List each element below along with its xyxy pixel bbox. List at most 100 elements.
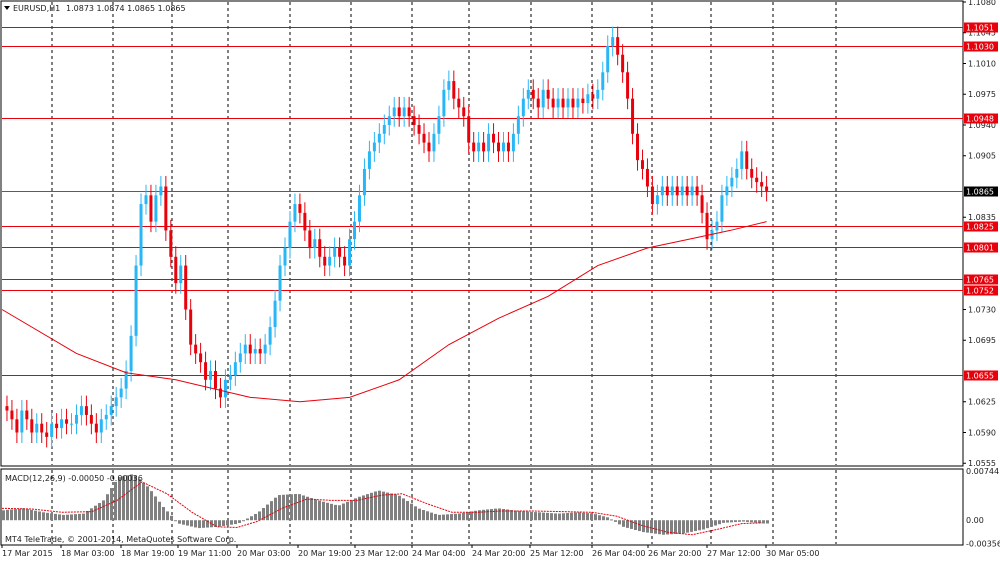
macd-panel[interactable]: [0, 468, 964, 546]
candle-body: [551, 98, 555, 108]
level-label: 1.0655: [966, 372, 994, 381]
ohlc-readout: 1.0873 1.0874 1.0865 1.0865: [66, 4, 186, 13]
time-tick-label: 26 Mar 04:00: [592, 549, 645, 558]
candle-body: [139, 204, 143, 266]
candle-body: [25, 410, 29, 420]
macd-bar: [166, 511, 169, 521]
macd-bar: [238, 520, 241, 523]
macd-bar: [758, 520, 761, 524]
candle-body: [750, 168, 754, 178]
price-tick-label: 1.0590: [968, 428, 996, 437]
macd-bar: [742, 520, 745, 522]
candle-body: [353, 221, 357, 240]
candle-body: [228, 375, 232, 380]
macd-bar: [306, 496, 309, 521]
candle-body: [35, 423, 39, 433]
candle-body: [506, 142, 510, 152]
macd-bar: [314, 499, 317, 521]
candle-body: [303, 212, 307, 231]
macd-bar: [530, 511, 533, 521]
candle-body: [109, 406, 113, 415]
macd-bar: [638, 520, 641, 532]
macd-bar: [698, 520, 701, 531]
macd-tick-label: -0.00356: [966, 540, 1000, 549]
price-panel[interactable]: [0, 0, 964, 467]
macd-bar: [378, 490, 381, 521]
macd-bar: [394, 494, 397, 521]
candle-body: [79, 406, 83, 415]
macd-bar: [406, 501, 409, 521]
macd-bar: [590, 513, 593, 521]
candle-body: [745, 151, 749, 169]
macd-bar: [478, 510, 481, 521]
candle-body: [541, 89, 545, 108]
macd-bar: [574, 512, 577, 521]
candle-body: [10, 410, 14, 420]
macd-bar: [310, 498, 313, 521]
macd-bar: [334, 504, 337, 521]
dropdown-triangle-icon[interactable]: [4, 6, 10, 10]
macd-bar: [610, 519, 613, 521]
candle-body: [467, 116, 471, 143]
candle-body: [154, 195, 158, 222]
macd-bar: [730, 520, 733, 523]
macd-bar: [50, 513, 53, 521]
macd-bar: [502, 508, 505, 521]
candle-body: [675, 186, 679, 196]
macd-bar: [254, 513, 257, 521]
macd-bar: [346, 501, 349, 521]
candle-body: [99, 419, 103, 433]
candle-body: [740, 151, 744, 169]
level-label: 1.0765: [966, 276, 994, 285]
macd-bar: [434, 513, 437, 521]
candle-body: [50, 423, 54, 437]
macd-bar: [110, 488, 113, 521]
macd-bar: [374, 491, 377, 521]
macd-bar: [726, 520, 729, 523]
macd-bar: [542, 512, 545, 521]
candle-body: [293, 204, 297, 222]
level-label-box: [964, 41, 998, 52]
macd-bar: [462, 512, 465, 521]
macd-bar: [686, 520, 689, 533]
macd-bar: [538, 512, 541, 521]
macd-bar: [146, 486, 149, 521]
macd-bar: [18, 508, 21, 521]
price-tick-label: 1.0905: [968, 152, 996, 161]
macd-bar: [658, 520, 661, 535]
candle-body: [348, 239, 352, 266]
candle-body: [382, 124, 386, 134]
macd-bar: [382, 491, 385, 521]
macd-bar: [486, 509, 489, 521]
macd-bar: [26, 509, 29, 521]
macd-bar: [490, 509, 493, 521]
candle-body: [144, 195, 148, 205]
vertical-gridlines: [51, 2, 837, 544]
macd-bar: [354, 498, 357, 521]
level-label-box: [964, 370, 998, 381]
macd-bar: [258, 511, 261, 521]
macd-bar: [78, 513, 81, 521]
candle-body: [248, 344, 252, 354]
macd-bar: [186, 520, 189, 526]
macd-bar: [666, 520, 669, 535]
macd-bar: [102, 500, 105, 521]
candle-body: [288, 221, 292, 248]
macd-bar: [206, 520, 209, 528]
macd-bar: [330, 503, 333, 521]
macd-tick-label: 0.00: [966, 516, 984, 525]
macd-bar: [706, 520, 709, 529]
candle-body: [442, 89, 446, 117]
macd-bar: [718, 520, 721, 525]
macd-bar: [298, 494, 301, 521]
candle-body: [457, 98, 461, 108]
candle-body: [680, 186, 684, 196]
macd-bar: [58, 514, 61, 521]
candle-body: [328, 256, 332, 266]
macd-bar: [366, 494, 369, 521]
macd-bar: [426, 511, 429, 521]
candle-body: [631, 98, 635, 134]
macd-bar: [754, 520, 757, 523]
macd-bar: [642, 520, 645, 533]
